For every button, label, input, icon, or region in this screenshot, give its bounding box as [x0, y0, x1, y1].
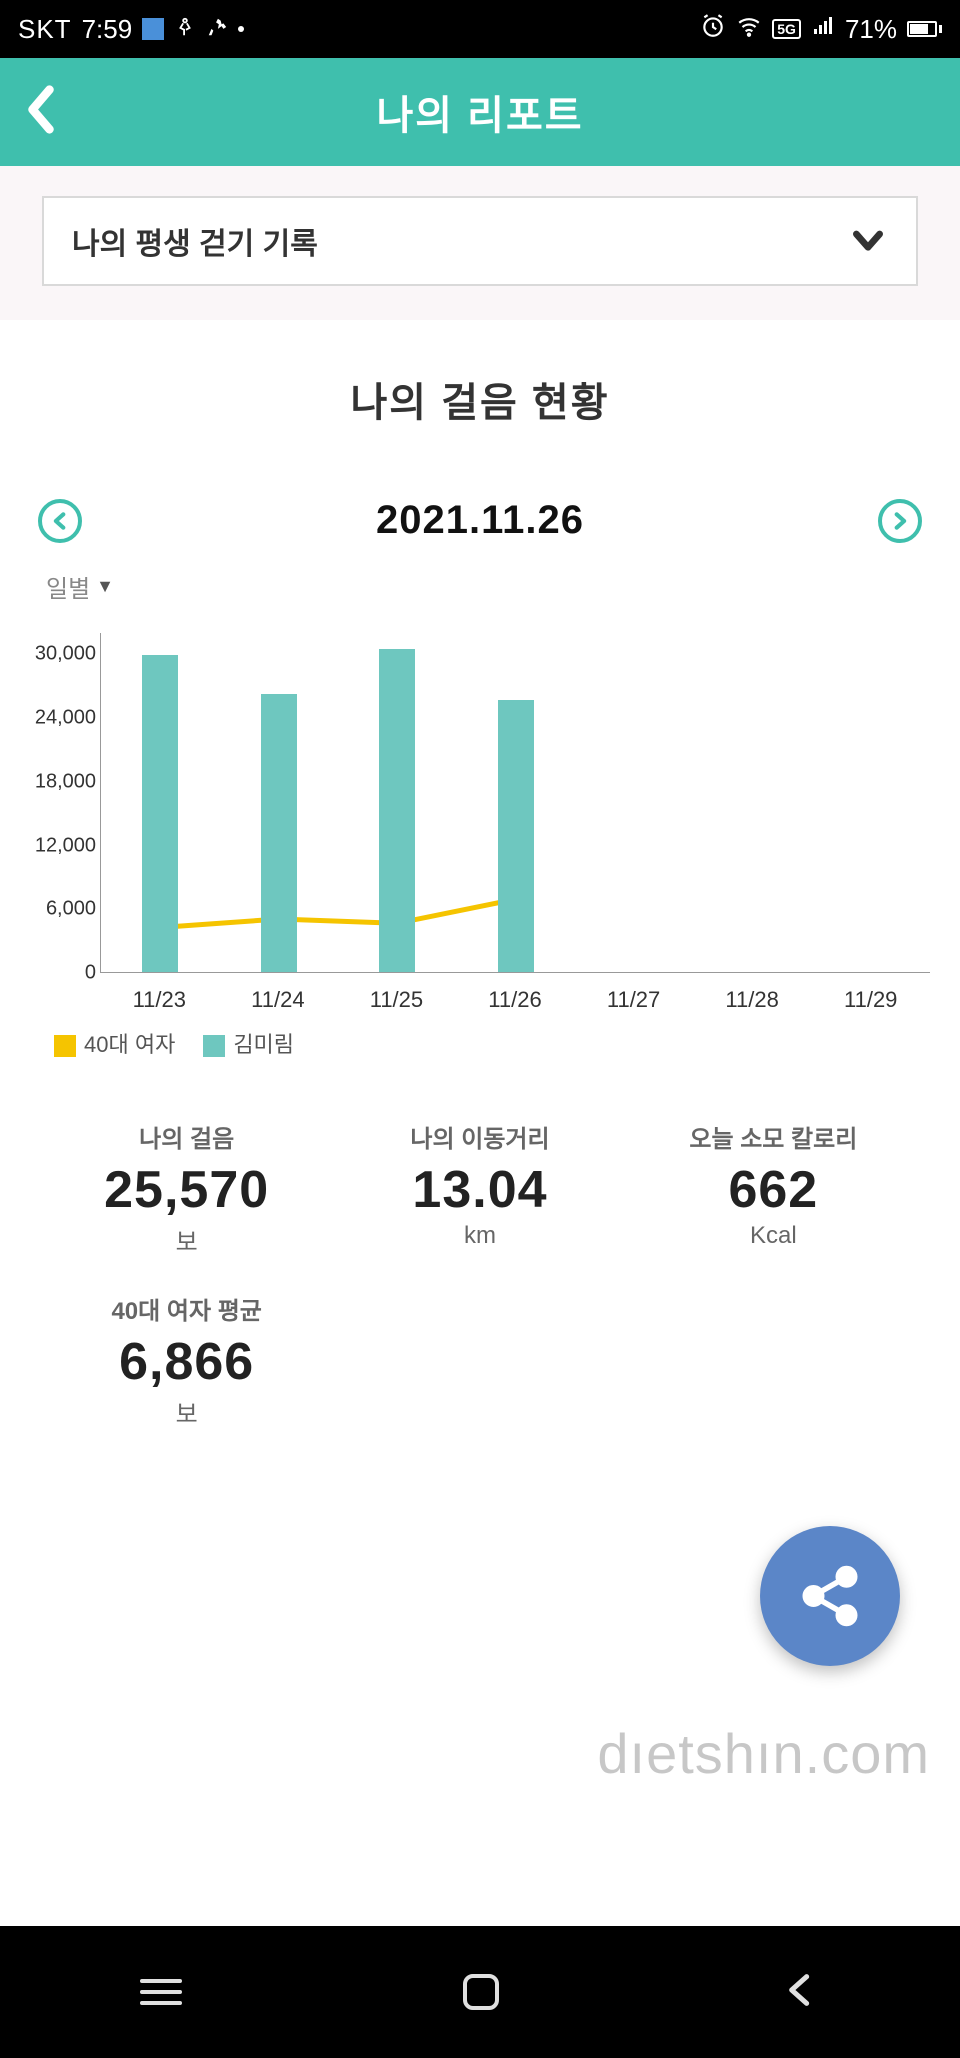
prev-date-button[interactable]	[38, 499, 82, 543]
stat-value: 25,570	[40, 1160, 333, 1220]
date-navigator: 2021.11.26	[0, 498, 960, 543]
stats-row: 나의 걸음 25,570보 나의 이동거리 13.04km 오늘 소모 칼로리 662Kc…	[0, 1059, 960, 1257]
stat-unit: km	[333, 1222, 626, 1250]
report-content: 나의 걸음 현황 2021.11.26 일별 ▼ 06,00012,00018,…	[0, 320, 960, 1926]
x-tick-label: 11/26	[488, 987, 541, 1013]
x-tick-label: 11/27	[607, 987, 660, 1013]
dropdown-section: 나의 평생 걷기 기록	[0, 166, 960, 320]
android-status-bar: SKT 7:59 5G 71%	[0, 0, 960, 58]
x-tick-label: 11/29	[844, 987, 897, 1013]
notification-dot-icon	[238, 26, 244, 32]
notification-running-icon	[206, 14, 228, 45]
legend-item: 40대 여자	[54, 1027, 175, 1059]
y-tick-label: 30,000	[35, 643, 96, 666]
stat-unit: 보	[40, 1222, 333, 1257]
stat-label: 나의 걸음	[40, 1119, 333, 1154]
status-time: 7:59	[82, 14, 133, 45]
x-tick-label: 11/23	[133, 987, 186, 1013]
stat-card: 나의 이동거리 13.04km	[333, 1119, 626, 1257]
status-right: 5G 71%	[700, 13, 942, 46]
chevron-down-icon	[848, 219, 888, 264]
nav-recent-button[interactable]	[140, 1979, 182, 2005]
dropdown-label: 나의 평생 걷기 기록	[72, 219, 318, 263]
status-left: SKT 7:59	[18, 14, 244, 45]
legend-item: 김미림	[203, 1027, 294, 1059]
wifi-icon	[736, 13, 762, 46]
current-date: 2021.11.26	[376, 498, 584, 543]
section-title: 나의 걸음 현황	[0, 370, 960, 428]
nav-back-button[interactable]	[780, 1970, 820, 2015]
legend-swatch	[203, 1035, 225, 1057]
notification-activity-icon	[174, 14, 196, 45]
chart-x-axis: 11/23 11/24 11/25 11/26 11/27 11/28 11/29	[100, 973, 930, 1013]
alarm-icon	[700, 13, 726, 46]
period-selector[interactable]: 일별 ▼	[46, 569, 114, 604]
y-tick-label: 12,000	[35, 834, 96, 857]
stat-card: 나의 걸음 25,570보	[40, 1119, 333, 1257]
next-date-button[interactable]	[878, 499, 922, 543]
notification-app-icon	[142, 18, 164, 40]
stat-value: 662	[627, 1160, 920, 1220]
stat-label: 나의 이동거리	[333, 1119, 626, 1154]
chart-bar	[142, 655, 178, 972]
chart-line	[160, 899, 515, 927]
steps-chart: 06,00012,00018,00024,00030,000 11/2311/2…	[100, 633, 930, 1013]
x-tick-label: 11/24	[251, 987, 304, 1013]
legend-label: 40대 여자	[84, 1032, 175, 1057]
watermark-main: dıetshın	[597, 1722, 804, 1785]
stat-card: 오늘 소모 칼로리 662Kcal	[627, 1119, 920, 1257]
chart-bar	[498, 700, 534, 972]
y-tick-label: 24,000	[35, 707, 96, 730]
chart-plot-area	[100, 633, 930, 973]
watermark-suffix: .com	[805, 1722, 930, 1785]
share-icon	[797, 1563, 863, 1629]
signal-icon	[811, 14, 835, 45]
y-tick-label: 6,000	[46, 898, 96, 921]
stat-label: 40대 여자 평균	[40, 1291, 333, 1326]
stats-row-secondary: 40대 여자 평균 6,866보	[0, 1257, 960, 1429]
stat-unit: 보	[40, 1394, 333, 1429]
watermark: dıetshın.com	[597, 1721, 930, 1786]
carrier-label: SKT	[18, 14, 72, 45]
battery-percent: 71%	[845, 14, 897, 45]
record-type-dropdown[interactable]: 나의 평생 걷기 기록	[42, 196, 918, 286]
android-nav-bar	[0, 1926, 960, 2058]
app-header: 나의 리포트	[0, 58, 960, 166]
header-title: 나의 리포트	[376, 83, 583, 141]
x-tick-label: 11/28	[725, 987, 778, 1013]
stat-unit: Kcal	[627, 1222, 920, 1250]
x-tick-label: 11/25	[370, 987, 423, 1013]
chart-legend: 40대 여자 김미림	[54, 1027, 960, 1059]
stat-label: 오늘 소모 칼로리	[627, 1119, 920, 1154]
chart-bar	[261, 694, 297, 972]
battery-icon	[907, 21, 942, 37]
y-tick-label: 0	[85, 962, 96, 985]
chart-y-axis: 06,00012,00018,00024,00030,000	[22, 633, 96, 973]
period-label: 일별	[46, 569, 90, 604]
network-5g-icon: 5G	[772, 19, 801, 39]
y-tick-label: 18,000	[35, 770, 96, 793]
triangle-down-icon: ▼	[96, 576, 114, 597]
stat-value: 13.04	[333, 1160, 626, 1220]
stat-card: 40대 여자 평균 6,866보	[40, 1291, 333, 1429]
legend-label: 김미림	[233, 1032, 294, 1057]
chart-bar	[379, 649, 415, 972]
nav-home-button[interactable]	[463, 1974, 499, 2010]
share-fab[interactable]	[760, 1526, 900, 1666]
legend-swatch	[54, 1035, 76, 1057]
stat-value: 6,866	[40, 1332, 333, 1392]
back-button[interactable]	[24, 84, 58, 141]
